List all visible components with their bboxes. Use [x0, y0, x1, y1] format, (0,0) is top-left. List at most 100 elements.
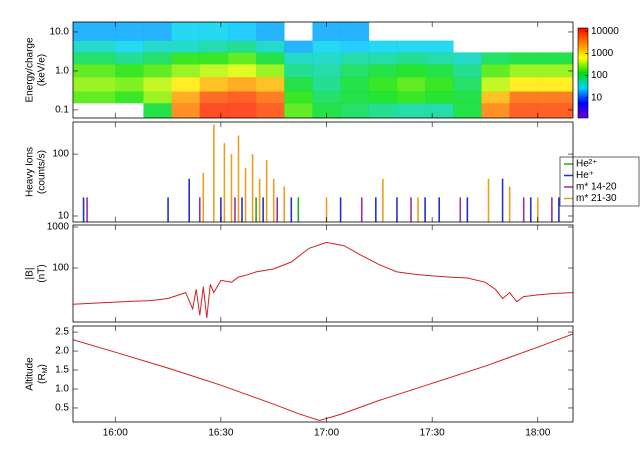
data-line — [73, 241, 573, 319]
spectrogram-cell — [115, 52, 144, 65]
bar — [265, 160, 268, 222]
spectrogram-cell — [340, 91, 370, 104]
spectrogram-cell — [115, 22, 144, 41]
bar — [410, 197, 412, 222]
spectrogram-cell — [73, 22, 116, 41]
bar — [262, 197, 264, 222]
y-tick-label: 10.0 — [50, 27, 70, 38]
spectrogram-cell — [396, 91, 426, 104]
spectrogram-cell — [171, 91, 201, 104]
bar — [244, 167, 247, 222]
spectrogram-cell — [425, 40, 454, 53]
spectrogram-cell — [256, 40, 285, 53]
spectrogram-cell — [481, 64, 510, 78]
spectrogram-cell — [509, 76, 539, 92]
spectrogram-cell — [453, 52, 482, 65]
spectrogram-cell — [425, 64, 454, 78]
bar — [487, 178, 490, 222]
spectrogram-cell — [425, 52, 454, 65]
bar — [167, 197, 169, 222]
legend-label: m* 14-20 — [576, 182, 617, 193]
bar — [213, 124, 215, 222]
spectrogram-cell — [73, 91, 116, 104]
bar — [276, 197, 279, 222]
spectrogram-cell — [453, 91, 482, 104]
y-tick-label: 1000 — [47, 222, 70, 233]
bar — [202, 172, 205, 222]
spectrogram-cell — [227, 76, 257, 92]
y-axis-label: Heavy Ions — [25, 147, 36, 197]
bar — [529, 197, 532, 222]
plot-area — [73, 333, 573, 422]
spectrogram-cell — [171, 76, 201, 92]
spectrogram-cell — [312, 52, 341, 65]
y-axis-unit: (RM) — [37, 364, 49, 384]
bar — [424, 197, 426, 222]
spectrogram-cell — [396, 52, 426, 65]
spectrogram-cell — [284, 76, 313, 92]
spectrogram-cell — [256, 103, 285, 118]
y-tick-label: 100 — [52, 149, 69, 160]
spectrogram-cell — [143, 103, 172, 118]
spectrogram-cell — [340, 52, 370, 65]
y-tick-label: 10 — [58, 211, 70, 222]
bar — [417, 197, 419, 222]
spectrogram-cell — [537, 64, 573, 78]
y-tick-label: 1.0 — [55, 384, 69, 395]
spectrogram-cell — [256, 76, 285, 92]
bar — [290, 197, 293, 222]
spectrogram-cell — [312, 91, 341, 104]
spectrogram-cell — [199, 40, 229, 53]
spectrogram-cell — [73, 52, 116, 65]
bar — [325, 197, 328, 222]
spectrogram-cell — [340, 76, 370, 92]
bar — [251, 154, 254, 222]
bar — [438, 197, 440, 222]
spectrogram-cell — [396, 64, 426, 78]
bar — [536, 197, 539, 222]
spectrogram-cell — [227, 22, 257, 41]
spectrogram-cell — [171, 22, 201, 41]
y-axis-unit: (counts/s) — [37, 150, 48, 194]
spectrogram-cell — [284, 103, 313, 118]
y-axis-unit: (keV/e) — [37, 54, 48, 86]
bar — [375, 197, 377, 222]
spectrogram-cell — [227, 52, 257, 65]
bar — [382, 178, 384, 222]
spectrogram-cell — [143, 76, 172, 92]
spectrogram-cell — [143, 52, 172, 65]
y-axis-unit-part: M — [42, 367, 49, 373]
spectrogram-cell — [199, 91, 229, 104]
spectrogram-cell — [368, 64, 398, 78]
spectrogram-cell — [256, 52, 285, 65]
spectrogram-cell — [509, 91, 539, 104]
legend-label: He⁺ — [576, 170, 594, 181]
spectrogram-cell — [227, 91, 257, 104]
spectrogram-cell — [481, 103, 510, 118]
bar — [501, 178, 504, 222]
bar — [339, 197, 342, 222]
spectrogram-cell — [115, 91, 144, 104]
spectrogram-cell — [199, 22, 229, 41]
bar — [396, 197, 398, 222]
spectrogram-cell — [284, 64, 313, 78]
spectrogram-cell — [509, 64, 539, 78]
bar — [283, 186, 286, 222]
bar — [237, 135, 240, 222]
colorbar-tick-label: 10000 — [591, 26, 619, 37]
bar — [241, 197, 243, 222]
spectrogram-cell — [227, 103, 257, 118]
bar — [508, 186, 511, 222]
bar — [297, 197, 300, 222]
y-tick-label: 1.0 — [55, 66, 69, 77]
spectrogram-cell — [340, 64, 370, 78]
spectrogram-cell — [115, 64, 144, 78]
bar — [466, 197, 469, 222]
y-axis-label: Energy/charge — [25, 37, 36, 102]
colorbar-tick-label: 1000 — [591, 48, 614, 59]
bar — [551, 197, 553, 222]
bar — [223, 143, 226, 222]
spectrogram-cell — [284, 91, 313, 104]
spectrogram-cell — [199, 76, 229, 92]
plot-area — [73, 241, 573, 319]
